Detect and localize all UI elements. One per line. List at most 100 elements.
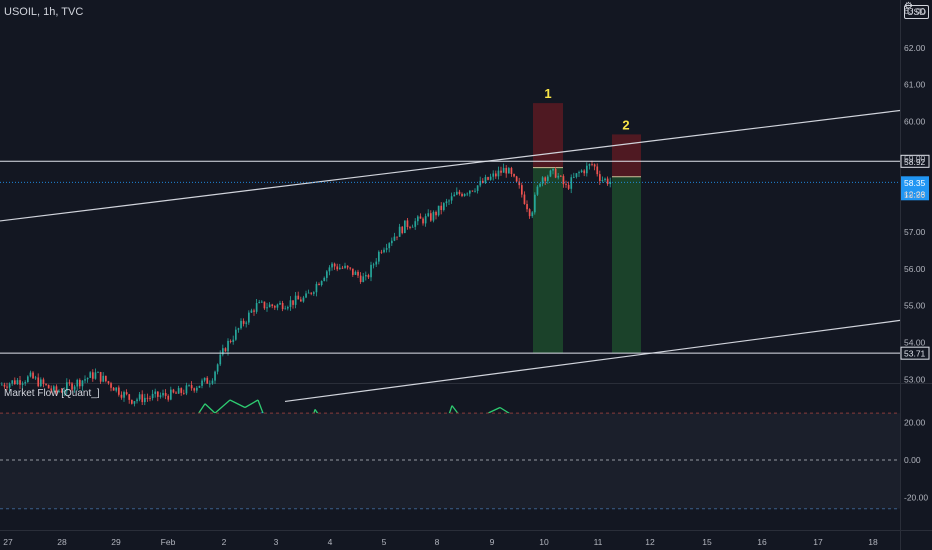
candle-body xyxy=(128,394,131,400)
candle-body xyxy=(66,382,68,391)
candle-body xyxy=(120,394,123,398)
candle-body xyxy=(16,380,19,385)
candle-body xyxy=(315,283,318,293)
candle-body xyxy=(6,386,8,388)
candle-body xyxy=(357,271,359,276)
stop-zone xyxy=(612,134,641,177)
candle-body xyxy=(596,166,599,175)
candle-body xyxy=(339,267,341,270)
flow-segment xyxy=(244,399,259,409)
time-tick-label: 9 xyxy=(490,537,495,547)
trendlines[interactable] xyxy=(0,109,901,403)
position-marker-label: 1 xyxy=(544,86,551,101)
candle-body xyxy=(263,301,266,309)
candle-body xyxy=(162,393,164,396)
time-tick-label: 27 xyxy=(3,537,13,547)
candle-body xyxy=(539,183,541,187)
target-zone xyxy=(533,167,563,354)
position-marker-label: 2 xyxy=(622,117,629,132)
candle-body xyxy=(250,310,253,313)
candle-body xyxy=(318,283,320,286)
candle-body xyxy=(578,172,580,174)
symbol-label[interactable]: USOIL, 1h, TVC xyxy=(4,6,84,18)
candle-body xyxy=(404,220,406,234)
flow-segment xyxy=(487,406,501,414)
candle-body xyxy=(177,388,180,394)
candle-body xyxy=(526,204,528,210)
candle-body xyxy=(307,292,310,294)
candle-body xyxy=(453,194,456,197)
candle-body xyxy=(248,312,250,323)
candle-body xyxy=(99,372,102,382)
candle-body xyxy=(375,261,378,265)
candle-body xyxy=(232,339,235,343)
candle-body xyxy=(183,392,185,394)
candle-body xyxy=(11,380,14,384)
candle-body xyxy=(474,190,476,192)
candle-body xyxy=(201,380,203,386)
candle-body xyxy=(505,167,508,174)
candle-body xyxy=(523,194,526,205)
candle-body xyxy=(3,384,6,387)
time-tick-label: 8 xyxy=(435,537,440,547)
candle-body xyxy=(190,385,193,389)
candle-body xyxy=(385,248,388,250)
candle-body xyxy=(53,386,55,391)
candle-body xyxy=(245,322,248,324)
candle-body xyxy=(354,271,357,275)
flow-segment xyxy=(204,403,216,414)
candle-body xyxy=(258,301,261,304)
time-axis[interactable]: 27 28 29 Feb 2 3 4 5 8 9 10 11 12 15 16 17 18 xyxy=(3,537,878,547)
candle-body xyxy=(198,385,201,388)
trendline xyxy=(284,319,901,403)
candle-body xyxy=(302,297,305,302)
candle-body xyxy=(193,388,196,391)
candle-body xyxy=(536,186,539,195)
price-tick-label: 54.00 xyxy=(904,337,926,347)
candle-body xyxy=(427,213,430,217)
candle-body xyxy=(409,226,411,228)
candle-body xyxy=(414,221,417,227)
candle-body xyxy=(591,164,593,165)
candle-body xyxy=(159,395,162,397)
candle-body xyxy=(476,185,479,191)
flow-tick-label: 20.00 xyxy=(904,418,926,428)
candle-body xyxy=(609,181,612,185)
candle-body xyxy=(222,348,224,355)
candle-body xyxy=(136,399,138,402)
currency-badge[interactable]: USD xyxy=(904,5,930,19)
candle-body xyxy=(211,380,214,384)
candle-body xyxy=(328,267,331,272)
candle-body xyxy=(133,401,136,404)
price-axis[interactable]: 63.00 62.00 61.00 60.00 59.00 58.00 57.00 56.00… xyxy=(904,6,926,384)
time-tick-label: 10 xyxy=(539,537,549,547)
candle-body xyxy=(461,193,463,197)
candle-body xyxy=(406,220,409,227)
level-tag-label: 53.71 xyxy=(904,349,926,359)
candle-body xyxy=(341,267,344,269)
candle-body xyxy=(206,377,209,384)
price-tick-label: 62.00 xyxy=(904,43,926,53)
candle-body xyxy=(112,387,115,391)
time-tick-label: 5 xyxy=(382,537,387,547)
candle-body xyxy=(336,266,339,270)
candle-body xyxy=(588,164,591,166)
candle-body xyxy=(141,394,144,403)
candle-body xyxy=(305,293,307,298)
candle-body xyxy=(79,379,81,387)
candle-body xyxy=(352,268,354,275)
level-tag xyxy=(900,346,930,360)
settings-icon[interactable]: ⚙ xyxy=(904,1,913,12)
candle-body xyxy=(365,275,367,277)
price-tick-label: 63.00 xyxy=(904,6,926,16)
candle-body xyxy=(60,391,63,393)
candle-body xyxy=(547,176,549,181)
candle-body xyxy=(378,251,380,262)
candle-body xyxy=(242,320,245,324)
candle-body xyxy=(443,203,445,210)
indicator-title[interactable]: Market Flow [Quant_] xyxy=(4,388,100,399)
candle-body xyxy=(300,299,302,302)
